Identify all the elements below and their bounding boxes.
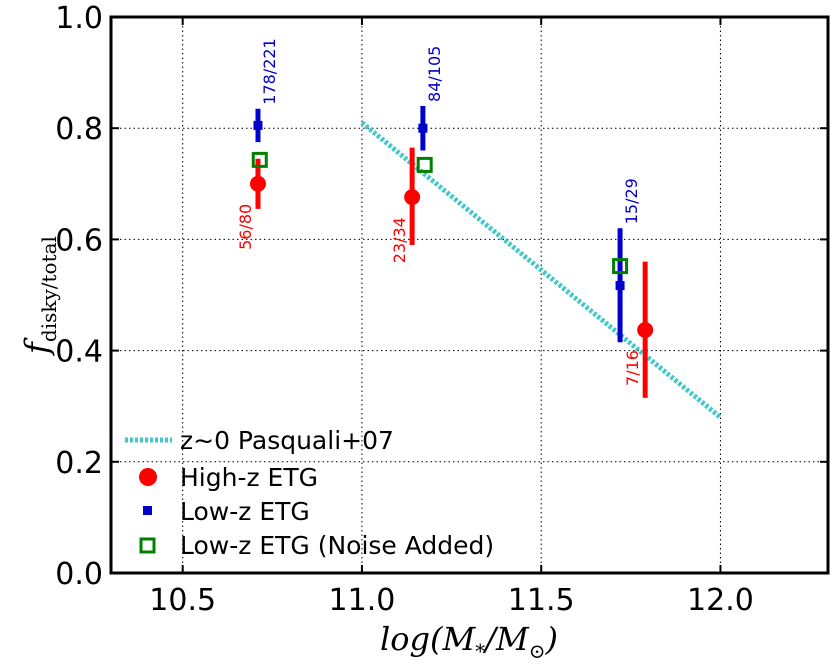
y-tick-label: 1.0: [55, 1, 103, 36]
high-z-count-label: 56/80: [236, 204, 255, 250]
legend: z∼0 Pasquali+07 High-z ETG Low-z ETG Low…: [125, 426, 494, 560]
y-tick-label: 0.4: [55, 335, 103, 370]
high-z-point: [637, 322, 654, 339]
ticks: 10.5 11.0 11.5 12.0 0.0 0.2 0.4 0.6 0.8 1.0: [55, 1, 828, 618]
y-tick-label: 0.2: [55, 446, 103, 481]
high-z-count-label: 23/34: [390, 217, 409, 263]
low-z-count-label: 84/105: [425, 46, 444, 102]
count-labels: 56/80 23/34 7/16 178/221 84/105 15/29: [236, 38, 642, 386]
low-z-point: [418, 123, 428, 133]
x-tick-label: 11.5: [508, 583, 575, 618]
noise-added-point: [612, 258, 629, 275]
noise-added-point: [251, 151, 268, 168]
legend-low-z-marker: [143, 506, 152, 515]
legend-low-z-label: Low-z ETG: [180, 497, 310, 526]
plot-frame: [109, 15, 830, 575]
y-tick-label: 0.8: [55, 112, 103, 147]
x-axis-label: log(M*/M⊙): [380, 620, 558, 663]
low-z-count-label: 15/29: [622, 178, 641, 224]
legend-noise-label: Low-z ETG (Noise Added): [180, 531, 494, 560]
y-tick-label: 0.6: [55, 223, 103, 258]
markers: [249, 120, 654, 339]
legend-high-z-label: High-z ETG: [180, 463, 318, 492]
error-bars: [255, 105, 648, 398]
high-z-point: [249, 175, 266, 192]
y-axis-label: fdisky/total: [18, 236, 61, 356]
x-tick-label: 11.0: [329, 583, 396, 618]
low-z-point: [253, 120, 263, 130]
x-tick-label: 12.0: [687, 583, 754, 618]
legend-noise-marker: [139, 537, 156, 554]
x-tick-label: 10.5: [149, 583, 216, 618]
high-z-point: [404, 189, 421, 206]
legend-pasquali-label: z∼0 Pasquali+07: [180, 426, 394, 455]
low-z-count-label: 178/221: [260, 38, 279, 104]
high-z-count-label: 7/16: [623, 350, 642, 386]
legend-high-z-marker: [139, 468, 157, 486]
y-tick-label: 0.0: [55, 557, 103, 592]
noise-added-point: [416, 156, 433, 173]
low-z-point: [615, 281, 625, 291]
